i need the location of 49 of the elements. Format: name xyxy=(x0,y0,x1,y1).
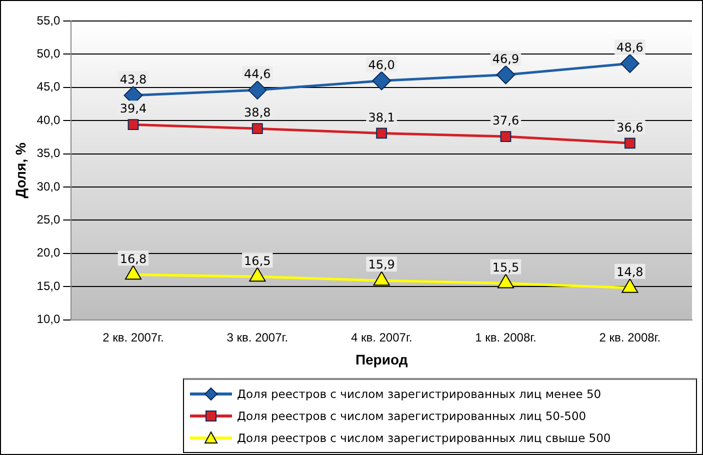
x-axis-title: Период xyxy=(355,351,408,368)
point xyxy=(124,265,142,280)
data-label: 46,0 xyxy=(368,58,395,72)
y-tick-label: 45,0 xyxy=(36,80,60,94)
data-label: 16,5 xyxy=(244,254,271,268)
x-tick-label: 3 кв. 2007г. xyxy=(226,330,288,344)
y-tick-label: 15,0 xyxy=(36,278,60,293)
data-label: 15,5 xyxy=(492,260,520,274)
point xyxy=(497,274,514,288)
point xyxy=(376,128,388,139)
x-tick-label: 2 кв. 2007г. xyxy=(102,330,164,344)
data-label: 14,8 xyxy=(616,265,644,280)
data-label: 39,4 xyxy=(120,102,147,116)
data-label: 15,9 xyxy=(368,258,395,272)
point xyxy=(500,131,512,142)
point xyxy=(249,267,266,282)
y-tick-label: 35,0 xyxy=(36,146,60,160)
point xyxy=(620,54,640,73)
y-tick-label: 40,0 xyxy=(36,112,60,127)
legend-label: Доля реестров с числом зарегистрированных лиц 50-500 xyxy=(237,409,586,423)
point xyxy=(128,119,139,130)
point xyxy=(496,65,516,84)
data-label: 16,8 xyxy=(120,252,147,266)
y-tick-label: 50,0 xyxy=(36,46,60,61)
x-tick-label: 4 кв. 2007г. xyxy=(350,330,412,344)
point xyxy=(622,278,638,293)
x-tick-label: 1 кв. 2008г. xyxy=(475,330,536,344)
data-label: 44,6 xyxy=(244,67,271,82)
legend-label: Доля реестров с числом зарегистрированных лиц свыше 500 xyxy=(237,431,611,445)
data-label: 46,9 xyxy=(492,52,520,66)
point xyxy=(373,271,390,286)
y-tick-label: 55,0 xyxy=(36,13,60,28)
x-tick-label: 2 кв. 2008г. xyxy=(599,330,661,344)
point xyxy=(252,123,263,134)
data-label: 38,8 xyxy=(244,106,271,120)
point xyxy=(624,138,636,149)
data-label: 48,6 xyxy=(616,40,644,55)
data-label: 43,8 xyxy=(120,72,147,86)
point xyxy=(372,71,392,90)
y-tick-label: 10,0 xyxy=(36,312,60,326)
data-label: 38,1 xyxy=(368,110,395,124)
y-tick-label: 20,0 xyxy=(36,246,60,260)
point xyxy=(248,80,267,100)
y-tick-label: 30,0 xyxy=(36,179,60,194)
y-axis-title: Доля, % xyxy=(12,142,28,198)
data-label: 37,6 xyxy=(492,114,520,128)
legend-label: Доля реестров с числом зарегистрированных лиц менее 50 xyxy=(237,387,602,401)
y-tick-label: 25,0 xyxy=(36,212,60,227)
data-label: 36,6 xyxy=(616,120,644,134)
